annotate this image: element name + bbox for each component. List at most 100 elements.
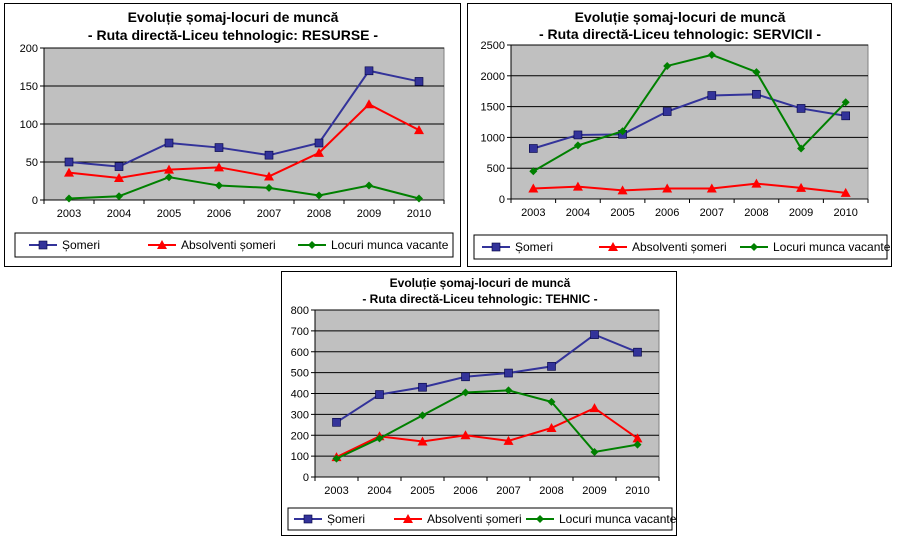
series-triangle [64,99,424,182]
series-line [335,333,638,424]
x-tick-label: 2007 [257,208,281,220]
series-triangle [528,178,851,197]
series-line [336,389,638,460]
data-point [528,183,539,193]
chart-title: Evoluție șomaj-locuri de muncă [390,276,571,290]
series-line [533,182,846,194]
data-point [662,183,673,193]
data-point [264,171,274,181]
data-point [547,397,556,406]
chart-panel-servicii: Evoluție șomaj-locuri de muncă - Ruta dir… [467,3,892,267]
legend-label: Locuri munca vacante [773,240,891,254]
legend-marker [38,240,48,250]
data-point [617,185,628,195]
data-point [114,172,124,182]
data-point [663,61,672,70]
data-point [64,167,74,177]
legend-marker [491,242,501,252]
x-tick-label: 2004 [367,485,391,497]
y-tick-label: 2000 [481,71,505,83]
data-point [590,447,599,456]
x-tick-label: 2008 [744,207,768,219]
data-point [414,125,424,135]
legend-label: Absolventi șomeri [632,240,727,254]
legend-label: Șomeri [62,238,100,252]
data-point [751,178,762,188]
chart-subtitle: - Ruta directă-Liceu tehnologic: RESURSE… [88,27,378,43]
legend-marker [303,514,313,524]
chart-title: Evoluție șomaj-locuri de muncă [575,9,786,25]
data-point [417,436,428,446]
chart-subtitle: - Ruta directă-Liceu tehnologic: TEHNIC … [362,292,597,306]
data-point [590,330,599,339]
x-tick-label: 2005 [410,485,434,497]
series-diamond [529,50,850,176]
data-point [315,191,323,200]
chart-tehnic: Evoluție șomaj-locuri de muncă - Ruta dir… [287,276,677,531]
data-point [264,150,274,160]
data-point [841,111,850,121]
series-diamond [65,173,423,203]
data-point [796,104,806,113]
legend-label: Absolventi șomeri [181,238,276,252]
series-diamond [332,386,642,463]
x-tick-label: 2010 [625,485,649,497]
data-point [504,386,513,395]
data-point [461,372,470,382]
legend-label: Șomeri [327,512,365,526]
x-tick-label: 2010 [833,207,857,219]
x-tick-label: 2004 [566,207,590,219]
data-point [529,167,538,176]
legend-marker [608,242,618,251]
x-tick-label: 2005 [610,207,634,219]
y-tick-label: 800 [291,305,309,317]
series-square [332,330,642,427]
data-point [214,143,224,152]
y-tick-label: 0 [32,195,38,207]
data-point [504,368,513,378]
y-tick-label: 300 [291,409,309,421]
series-square [64,66,424,171]
data-point [618,127,627,136]
legend-marker [157,240,167,249]
data-point [418,382,427,392]
y-tick-label: 100 [20,119,38,131]
y-tick-label: 200 [20,43,38,55]
x-tick-label: 2007 [700,207,724,219]
legend-marker [536,515,544,523]
data-point [706,183,717,193]
x-tick-label: 2009 [582,485,606,497]
legend-marker [403,514,413,523]
data-point [573,141,582,150]
y-tick-label: 150 [20,81,38,93]
data-point [115,192,123,201]
y-tick-label: 100 [291,451,309,463]
series-triangle [331,403,643,462]
chart-panel-tehnic: Evoluție șomaj-locuri de muncă - Ruta dir… [281,271,677,536]
legend-label: Șomeri [515,240,553,254]
x-tick-label: 2006 [453,485,477,497]
x-tick-label: 2009 [357,208,381,220]
chart-servicii: Evoluție șomaj-locuri de muncă- Ruta dir… [473,9,891,260]
legend [287,507,673,531]
data-point [460,430,471,440]
series-line [68,69,420,168]
y-tick-label: 200 [291,430,309,442]
chart-subtitle: - Ruta directă-Liceu tehnologic: SERVICI… [539,26,821,42]
data-point [547,362,556,371]
data-point [314,138,324,148]
data-point [632,433,643,443]
x-tick-label: 2006 [207,208,231,220]
x-tick-label: 2008 [539,485,563,497]
legend-label: Locuri munca vacante [331,238,449,252]
legend [14,232,454,258]
x-tick-label: 2007 [496,485,520,497]
data-point [214,162,224,172]
data-point [418,411,427,420]
y-tick-label: 700 [291,326,309,338]
data-point [797,144,806,153]
y-tick-label: 500 [291,368,309,380]
data-point [546,422,557,432]
data-point [215,181,223,190]
y-tick-label: 2500 [481,40,505,52]
